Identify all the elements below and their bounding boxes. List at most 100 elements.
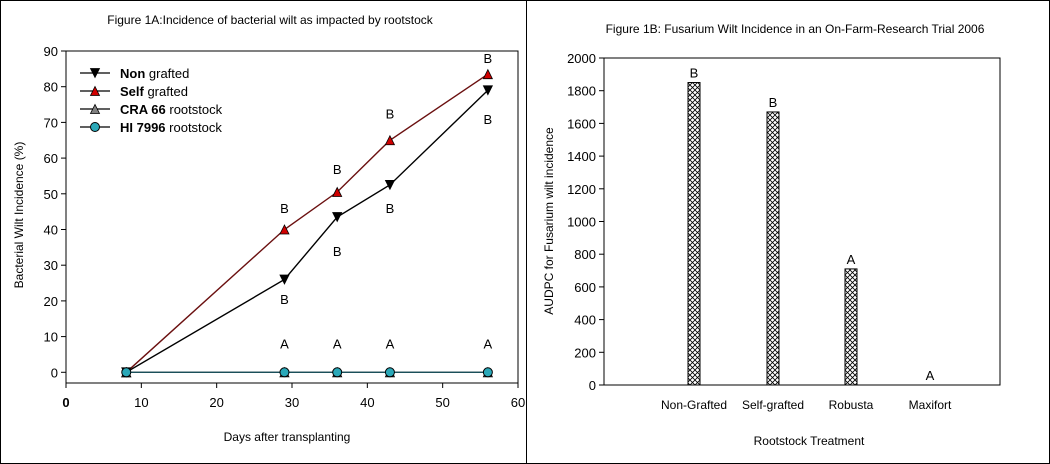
chart-b-bar-label: A <box>926 368 935 383</box>
chart-a-legend-marker <box>89 103 101 114</box>
chart-a-x-tick-label: 60 <box>511 395 525 410</box>
chart-a-y-tick-label: 80 <box>44 80 58 95</box>
chart-b-bar-label: A <box>847 252 856 267</box>
chart-b-x-axis-label: Rootstock Treatment <box>754 434 865 448</box>
chart-a-significance-letter: B <box>280 292 289 307</box>
chart-a-x-tick-label: 10 <box>134 395 148 410</box>
chart-b-category-label: Non-Grafted <box>661 398 727 412</box>
chart-b-bar-labels: B B A A <box>690 66 935 383</box>
chart-b-bars <box>687 82 858 386</box>
chart-a-y-tick-label: 10 <box>44 330 58 345</box>
chart-a-y-ticks: 0 10 20 30 40 50 60 70 80 90 <box>44 44 66 380</box>
chart-a-significance-letter: B <box>484 112 493 127</box>
chart-a-data-point <box>384 179 396 191</box>
chart-a-data-point <box>279 367 290 378</box>
chart-a-significance-letter: B <box>386 106 395 121</box>
chart-a-significance-letter: B <box>333 162 342 177</box>
chart-a-legend-entry: Non grafted <box>120 66 189 81</box>
chart-a-y-axis-label: Bacterial Wilt Incidence (%) <box>12 142 26 289</box>
chart-a-y-tick-label: 40 <box>44 222 58 237</box>
chart-a-significance-letter: B <box>333 244 342 259</box>
chart-a-markers <box>121 68 494 378</box>
chart-b-category-label: Self-grafted <box>742 398 804 412</box>
chart-b-y-tick-label: 1800 <box>567 84 596 99</box>
chart-a-significance-letter: A <box>484 337 493 352</box>
chart-a-legend-entry: HI 7996 rootstock <box>120 120 222 135</box>
chart-b-y-tick-label: 400 <box>574 313 596 328</box>
panel-divider <box>526 0 527 464</box>
chart-a-significance-letter: A <box>280 337 289 352</box>
chart-a-y-tick-label: 50 <box>44 187 58 202</box>
chart-a-axes <box>65 50 519 384</box>
chart-a-title: Figure 1A:Incidence of bacterial wilt as… <box>107 13 433 27</box>
chart-a-x-tick-label: 20 <box>209 395 223 410</box>
chart-a-x-ticks: 0 10 20 30 40 50 60 <box>62 383 525 410</box>
chart-a-y-tick-label: 60 <box>44 151 58 166</box>
chart-b-y-tick-label: 1400 <box>567 149 596 164</box>
chart-a-series-line <box>125 73 489 373</box>
chart-a-legend-entry-bold: Non <box>120 66 145 81</box>
chart-b-axes <box>603 57 1001 386</box>
chart-b-category-labels: Non-Grafted Self-grafted Robusta Maxifort <box>661 398 952 412</box>
chart-a-significance-letter: A <box>333 337 342 352</box>
chart-a-data-point <box>384 367 395 378</box>
chart-b-y-tick-label: 1000 <box>567 215 596 230</box>
chart-b-category-label: Robusta <box>829 398 874 412</box>
chart-a-x-tick-label: 50 <box>435 395 449 410</box>
chart-b-plot-border <box>603 57 1001 386</box>
chart-b-bar-label: B <box>769 95 778 110</box>
chart-b-y-tick-label: 0 <box>589 378 596 393</box>
chart-b-y-tick-label: 600 <box>574 280 596 295</box>
chart-a-y-tick-label: 0 <box>51 365 58 380</box>
chart-a-data-point <box>121 367 132 378</box>
chart-a-data-point <box>332 212 343 223</box>
chart-b: Figure 1B: Fusarium Wilt Incidence in an… <box>542 22 1001 448</box>
chart-a-legend-entry: CRA 66 rootstock <box>120 102 223 117</box>
chart-a-legend-entry-rest: grafted <box>145 66 189 81</box>
chart-a-data-point <box>332 367 343 378</box>
chart-a-series-lines <box>125 73 489 373</box>
chart-a-y-tick-label: 90 <box>44 44 58 59</box>
chart-a-legend-entry-rest: rootstock <box>166 102 223 117</box>
chart-a-legend-marker <box>89 68 101 79</box>
chart-a: Figure 1A:Incidence of bacterial wilt as… <box>12 13 525 444</box>
chart-b-y-ticks: 0 200 400 600 800 1000 1200 1400 1600 1800 2000 <box>567 51 604 393</box>
chart-a-legend-entry-bold: HI 7996 <box>120 120 166 135</box>
chart-b-bar <box>844 268 858 386</box>
chart-a-significance-letter: A <box>386 337 395 352</box>
chart-b-y-tick-label: 2000 <box>567 51 596 66</box>
chart-a-data-point <box>482 85 494 96</box>
chart-a-x-tick-label: 30 <box>285 395 299 410</box>
chart-a-annotations: B B B B B B B B A A A A <box>280 51 492 352</box>
chart-a-data-point <box>482 68 494 80</box>
chart-a-plot-border <box>65 50 519 384</box>
chart-a-data-point <box>279 224 290 235</box>
chart-a-legend-entry-bold: Self <box>120 84 145 99</box>
chart-a-data-point <box>384 134 396 146</box>
chart-b-y-tick-label: 1200 <box>567 182 596 197</box>
chart-a-data-point <box>279 274 290 285</box>
chart-a-x-tick-label: 0 <box>62 395 69 410</box>
chart-a-legend-entry-rest: rootstock <box>166 120 223 135</box>
chart-b-title: Figure 1B: Fusarium Wilt Incidence in an… <box>606 22 985 36</box>
chart-b-category-label: Maxifort <box>909 398 952 412</box>
chart-b-y-tick-label: 1600 <box>567 116 596 131</box>
chart-b-bar <box>687 82 701 386</box>
chart-a-y-tick-label: 20 <box>44 294 58 309</box>
chart-a-legend-entry: Self grafted <box>120 84 188 99</box>
chart-a-significance-letter: B <box>280 201 289 216</box>
chart-b-y-axis-label: AUDPC for Fusarium wilt incidence <box>542 127 556 315</box>
chart-a-legend-entry-bold: CRA 66 <box>120 102 166 117</box>
chart-a-legend-marker <box>90 122 100 132</box>
chart-a-x-tick-label: 40 <box>360 395 374 410</box>
chart-b-bar-label: B <box>690 66 699 81</box>
chart-a-significance-letter: B <box>484 51 493 66</box>
chart-a-x-axis-label: Days after transplanting <box>224 430 351 444</box>
chart-a-legend-marker <box>89 85 101 96</box>
chart-a-significance-letter: B <box>386 201 395 216</box>
chart-a-y-tick-label: 30 <box>44 258 58 273</box>
chart-b-y-tick-label: 800 <box>574 247 596 262</box>
chart-b-y-tick-label: 200 <box>574 345 596 360</box>
